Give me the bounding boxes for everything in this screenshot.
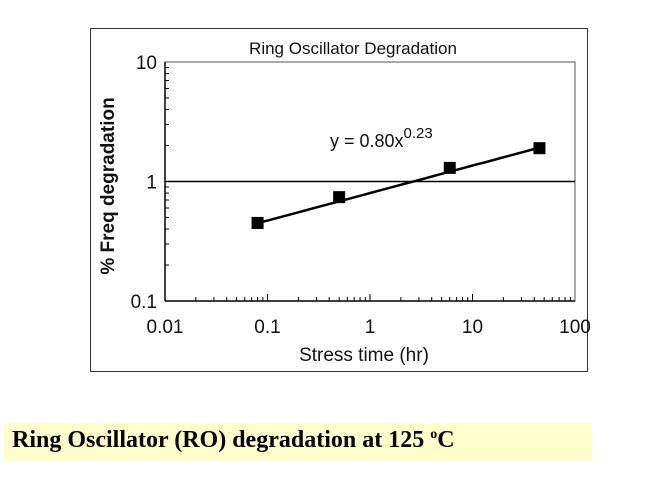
data-point bbox=[443, 161, 456, 174]
caption-degree-mark: o bbox=[430, 427, 438, 442]
fit-line bbox=[257, 146, 540, 225]
fit-equation: y = 0.80x0.23 bbox=[330, 125, 433, 151]
y-tick-label: 1 bbox=[146, 173, 157, 194]
x-tick-label: 10 bbox=[462, 317, 483, 338]
data-marks bbox=[251, 142, 546, 229]
x-axis-label: Stress time (hr) bbox=[299, 345, 429, 366]
data-point bbox=[333, 191, 346, 204]
y-tick-label: 10 bbox=[136, 53, 157, 74]
caption-text: Ring Oscillator (RO) degradation at 125 bbox=[12, 427, 431, 453]
x-tick-label: 0.01 bbox=[147, 317, 184, 338]
x-tick-label: 1 bbox=[365, 317, 376, 338]
data-point bbox=[251, 216, 264, 229]
axes: 0.01 0.1 1 10 100 0.1 1 10 bbox=[131, 53, 591, 338]
y-axis-label: % Freq degradation bbox=[98, 97, 119, 274]
y-tick-label: 0.1 bbox=[131, 292, 157, 313]
chart-title: Ring Oscillator Degradation bbox=[249, 39, 457, 58]
x-tick-label: 100 bbox=[559, 317, 591, 338]
caption: Ring Oscillator (RO) degradation at 125 … bbox=[4, 423, 592, 461]
data-point bbox=[533, 142, 546, 155]
x-tick-label: 0.1 bbox=[254, 317, 280, 338]
fit-equation-base: y = 0.80x bbox=[330, 131, 404, 151]
caption-unit: C bbox=[437, 427, 455, 453]
fit-equation-exponent: 0.23 bbox=[404, 125, 433, 142]
